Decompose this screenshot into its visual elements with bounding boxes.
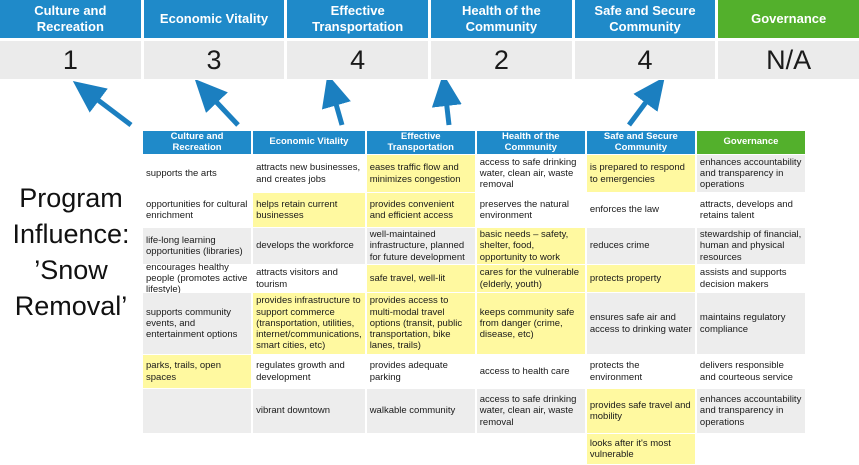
matrix-cell: reduces crime — [586, 228, 695, 264]
matrix-cell: access to safe drinking water, clean air… — [476, 389, 585, 433]
program-influence-line: Removal’ — [14, 291, 128, 321]
matrix-column-header: Effective Transportation — [366, 131, 475, 154]
matrix-cell: enhances accountability and transparency… — [696, 155, 805, 192]
matrix-cell — [253, 434, 365, 464]
matrix-cell: preserves the natural environment — [476, 193, 585, 227]
matrix-cell: access to safe drinking water, clean air… — [476, 155, 585, 192]
score-band: Culture and Recreation 1 Economic Vitality… — [0, 0, 859, 79]
score-band-column: Health of the Community 2 — [431, 0, 572, 79]
matrix-column-header: Economic Vitality — [253, 131, 365, 154]
program-influence-line: Program — [19, 183, 123, 213]
matrix-column-header: Culture and Recreation — [143, 131, 252, 154]
influence-arrow — [626, 80, 665, 127]
priority-header: Culture and Recreation — [0, 0, 141, 38]
score-value: N/A — [718, 41, 859, 79]
matrix-cell: delivers responsible and courteous servi… — [696, 355, 805, 388]
matrix-cell: supports the arts — [143, 155, 252, 192]
matrix-cell: vibrant downtown — [253, 389, 365, 433]
matrix-cell-highlighted: basic needs – safety, shelter, food, opp… — [476, 228, 585, 264]
matrix-cell-highlighted: provides access to multi-modal travel op… — [366, 293, 475, 354]
matrix-cell: enhances accountability and transparency… — [696, 389, 805, 433]
matrix-cell: develops the workforce — [253, 228, 365, 264]
matrix-cell-highlighted: cares for the vulnerable (elderly, youth… — [476, 265, 585, 292]
matrix-cell: protects the environment — [586, 355, 695, 388]
priority-header: Health of the Community — [431, 0, 572, 38]
matrix-cell-highlighted: provides convenient and efficient access — [366, 193, 475, 227]
matrix-cell — [143, 389, 252, 433]
matrix-cell: ensures safe air and access to drinking … — [586, 293, 695, 354]
priority-header: Economic Vitality — [143, 0, 285, 38]
matrix-cell: maintains regulatory compliance — [696, 293, 805, 354]
matrix-column-header: Safe and Secure Community — [586, 131, 695, 154]
influence-arrow — [321, 80, 351, 126]
matrix-cell-highlighted: helps retain current businesses — [253, 193, 365, 227]
matrix-cell: assists and supports decision makers — [696, 265, 805, 292]
matrix-cell — [366, 434, 475, 464]
matrix-cell-highlighted: provides safe travel and mobility — [586, 389, 695, 433]
matrix-cell: provides adequate parking — [366, 355, 475, 388]
score-band-column: Economic Vitality 3 — [143, 0, 285, 79]
matrix-column-header: Health of the Community — [476, 131, 585, 154]
score-value: 4 — [287, 41, 428, 79]
matrix-cell-highlighted: safe travel, well-lit — [366, 265, 475, 292]
matrix-cell-highlighted: is prepared to respond to emergencies — [586, 155, 695, 192]
influence-arrows — [72, 80, 665, 127]
score-band-column: Culture and Recreation 1 — [0, 0, 141, 79]
influence-arrow — [194, 80, 240, 127]
score-band-column: Governance N/A — [718, 0, 859, 79]
matrix-cell: attracts new businesses, and creates job… — [253, 155, 365, 192]
matrix-cell — [476, 434, 585, 464]
program-influence-label: Program Influence: ’Snow Removal’ — [0, 180, 142, 324]
matrix-cell: attracts visitors and tourism — [253, 265, 365, 292]
priority-header: Safe and Secure Community — [574, 0, 716, 38]
matrix-cell — [143, 434, 252, 464]
score-value: 4 — [574, 41, 716, 79]
matrix-cell: attracts, develops and retains talent — [696, 193, 805, 227]
score-band-column: Effective Transportation 4 — [287, 0, 428, 79]
matrix-cell: stewardship of financial, human and phys… — [696, 228, 805, 264]
matrix-cell: walkable community — [366, 389, 475, 433]
matrix-cell: life-long learning opportunities (librar… — [143, 228, 252, 264]
matrix-cell: opportunities for cultural enrichment — [143, 193, 252, 227]
priority-header: Governance — [718, 0, 859, 38]
matrix-cell: access to health care — [476, 355, 585, 388]
matrix-cell-highlighted: looks after it's most vulnerable — [586, 434, 695, 464]
priority-header: Effective Transportation — [287, 0, 428, 38]
matrix-column-header: Governance — [696, 131, 805, 154]
matrix-cell-highlighted: eases traffic flow and minimizes congest… — [366, 155, 475, 192]
influence-arrow — [431, 80, 462, 126]
matrix-cell-highlighted: protects property — [586, 265, 695, 292]
score-band-column: Safe and Secure Community 4 — [574, 0, 716, 79]
program-influence-line: ’Snow — [34, 255, 108, 285]
matrix-cell: well-maintained infrastructure, planned … — [366, 228, 475, 264]
matrix-cell-highlighted: keeps community safe from danger (crime,… — [476, 293, 585, 354]
matrix-cell — [696, 434, 805, 464]
matrix-cell-highlighted: parks, trails, open spaces — [143, 355, 252, 388]
matrix-cell: regulates growth and development — [253, 355, 365, 388]
score-value: 1 — [0, 41, 141, 79]
score-value: 2 — [431, 41, 572, 79]
matrix-cell: supports community events, and entertain… — [143, 293, 252, 354]
matrix-cell: enforces the law — [586, 193, 695, 227]
program-influence-line: Influence: — [12, 219, 130, 249]
influence-matrix: Culture and Recreation Economic Vitality E… — [143, 131, 805, 464]
influence-arrow — [72, 81, 133, 127]
matrix-cell-highlighted: provides infrastructure to support comme… — [253, 293, 365, 354]
score-value: 3 — [143, 41, 285, 79]
matrix-cell: encourages healthy people (promotes acti… — [143, 262, 252, 295]
